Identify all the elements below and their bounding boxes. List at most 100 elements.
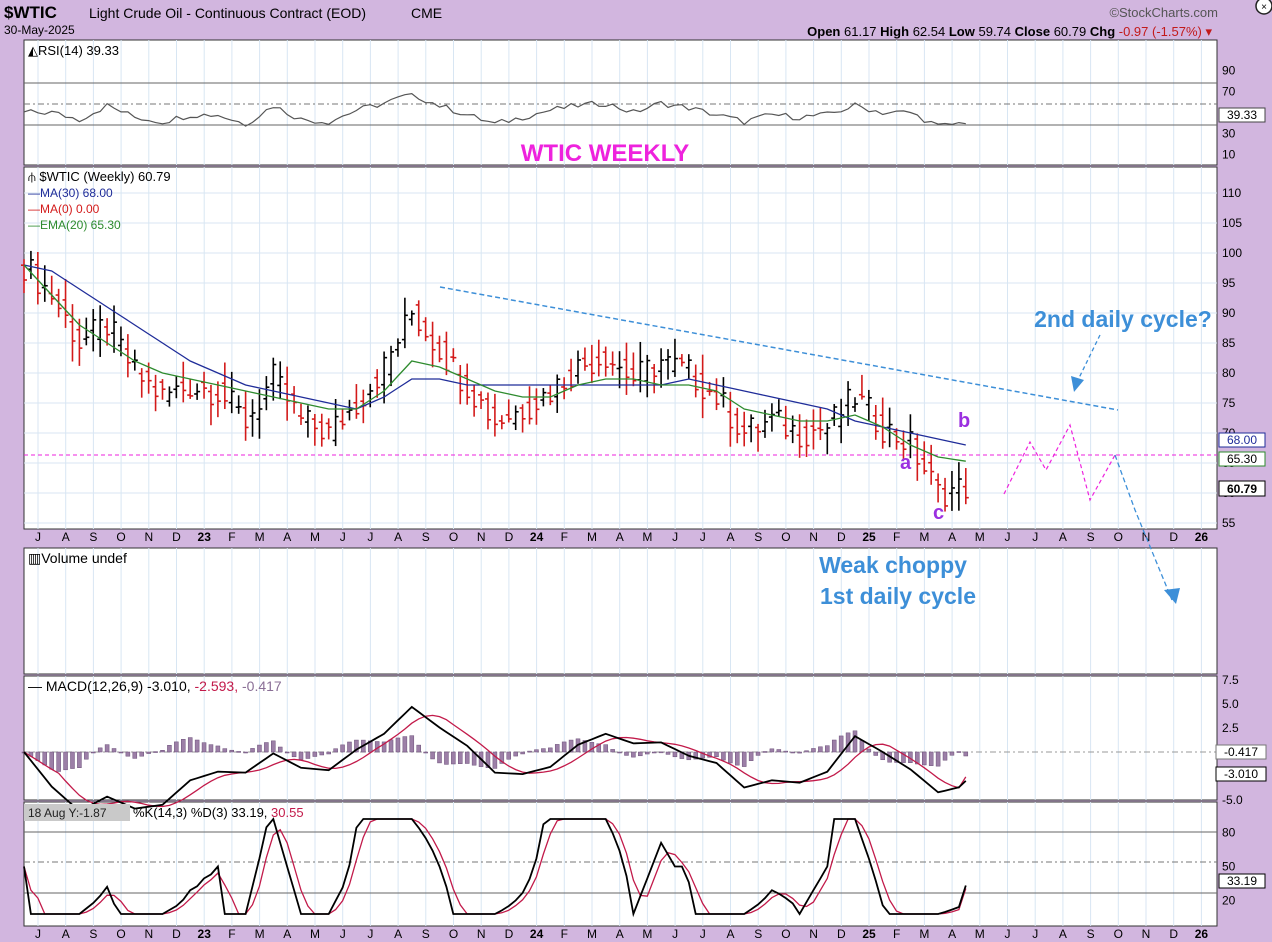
price-bar [810,409,817,450]
macd-hist-bar [243,751,248,754]
macd-hist-bar [963,751,969,757]
x-tick-label: S [422,927,430,941]
macd-hist-bar [506,751,511,760]
macd-hist-bar [548,747,553,753]
macd-hist-bar [942,751,948,761]
macd-hist-bar [91,751,96,754]
price-tick-label: 55 [1222,516,1236,530]
x-tick-label: N [144,530,153,544]
macd-hist-bar [603,744,608,753]
price-bar [699,354,706,419]
price-bar [436,335,443,363]
price-bar [394,338,401,357]
x-tick-label: S [89,927,97,941]
macd-hist-bar [866,748,872,753]
price-bar [194,383,201,400]
x-tick-label: O [781,927,790,941]
macd-hist-bar [645,751,650,755]
x-axis-ticks: J J A A S S O O N N D D 23 23 F F M M A A M M J J J J A A S S O O N N D D 24… [35,530,1208,941]
price-bar [408,310,415,326]
macd-hist-bar [748,751,754,761]
price-bar [547,385,554,406]
x-tick-label: D [837,530,846,544]
macd-hist-bar [631,751,636,758]
price-bar [741,411,748,447]
macd-hist-bar [250,748,255,753]
price-bar [318,413,325,447]
price-bar [727,391,734,447]
macd-hist-bar [56,751,61,772]
macd-hist-bar [111,748,117,753]
macd-hist-bar [84,751,89,760]
macd-hist-bar [104,744,110,753]
macd-hist-bar [319,751,325,756]
macd-hist-bar [901,751,906,763]
rsi-label: ◭RSI(14) 39.33 [28,43,119,58]
x-tick-label: D [172,530,181,544]
macd-hist-bar [49,751,54,770]
price-bar [865,389,872,421]
macd-hist-bar [291,751,297,758]
x-tick-label: 23 [198,530,212,544]
macd-hist-bar [257,744,262,753]
price-bars [21,250,969,512]
x-tick-label: F [228,530,235,544]
price-bar [921,441,928,475]
macd-hist-bar [118,751,124,754]
x-tick-label: 25 [862,530,876,544]
x-tick-label: A [948,530,956,544]
price-label: ⫛ $WTIC (Weekly) 60.79 [28,169,171,184]
x-tick-label: S [89,530,97,544]
rsi-tick-label: 90 [1222,64,1236,78]
macd-tick-label: 2.5 [1222,721,1239,735]
macd-hist-bar [430,751,435,760]
macd-hist-bar [721,751,726,761]
macd-hist-bar [700,751,705,759]
price-bar [581,347,588,371]
x-tick-label: 23 [198,927,212,941]
x-tick-label: 25 [862,927,876,941]
svg-text:33.19: 33.19 [1227,874,1257,888]
rsi-tick-label: 70 [1222,85,1236,99]
x-tick-label: M [919,927,929,941]
annotation-title: WTIC WEEKLY [521,140,689,167]
stoch-tick-label: 20 [1222,893,1236,907]
macd-hist-bar [271,740,276,753]
price-bar [381,351,388,404]
x-tick-label: S [754,927,762,941]
price-bar [935,473,942,503]
x-tick-label: F [893,927,900,941]
price-bar [928,444,935,485]
macd-hist-bar [423,751,428,754]
price-bar [242,391,249,441]
x-tick-label: M [919,530,929,544]
close-icon[interactable]: × [1255,0,1272,15]
x-tick-label: O [1114,927,1123,941]
price-bar [858,374,865,400]
price-bar [526,386,533,425]
macd-hist-bar [139,751,144,757]
price-bar [616,351,623,389]
x-tick-label: J [1032,530,1038,544]
x-tick-label: F [561,927,568,941]
price-bar [595,339,602,377]
arrow-cycle2 [1077,334,1101,381]
macd-hist-bar [416,744,421,753]
x-tick-label: N [809,530,818,544]
brand-watermark: ©StockCharts.com [1109,5,1218,20]
macd-hist-bar [873,751,879,756]
macd-hist-bar [388,739,394,753]
macd-hist-bar [333,748,338,753]
x-tick-label: M [587,927,597,941]
x-tick-label: M [975,530,985,544]
x-tick-label: J [700,530,706,544]
macd-hist-bar [610,749,615,753]
price-bar [914,433,921,481]
x-tick-label: A [394,927,402,941]
price-tick-label: 75 [1222,396,1236,410]
price-bar [145,362,152,394]
price-bar [630,352,637,387]
x-tick-label: S [1087,927,1095,941]
x-tick-label: F [893,530,900,544]
price-bar [671,338,678,377]
